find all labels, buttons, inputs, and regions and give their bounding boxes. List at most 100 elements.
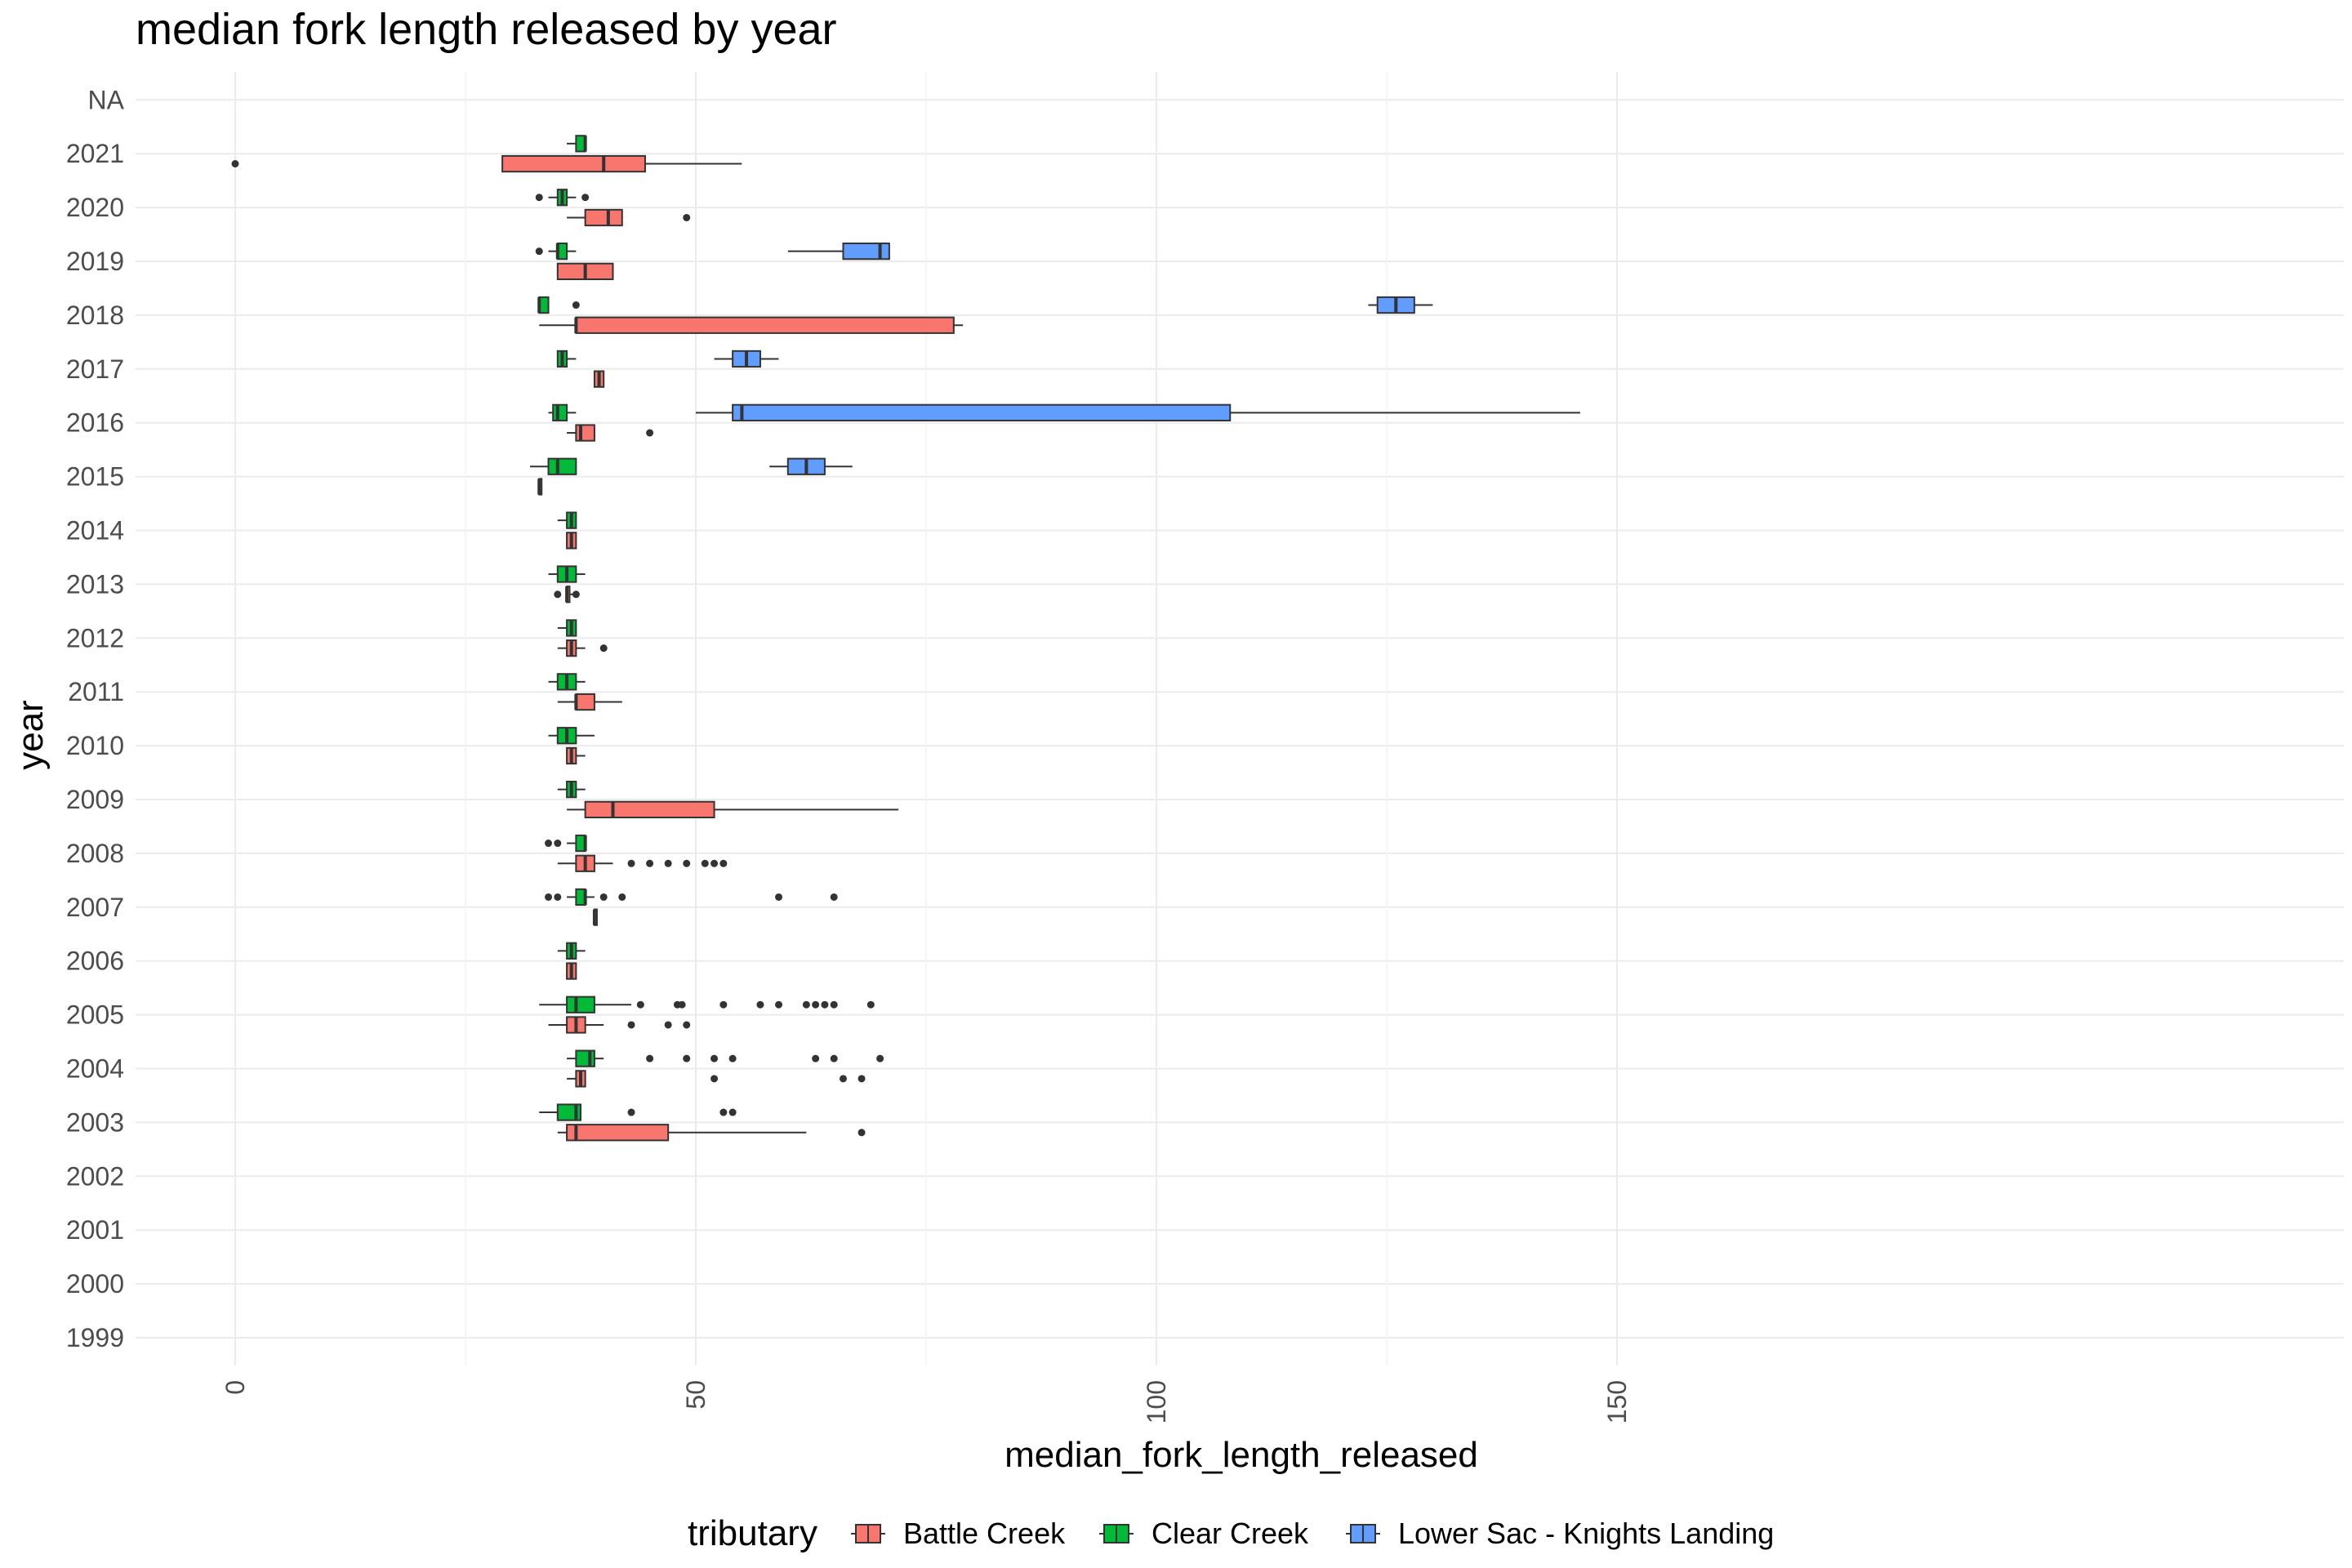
box-2018 [1368,296,1433,314]
outlier-point [627,859,635,867]
outlier-point [599,644,608,653]
box-2016 [696,403,1580,421]
outlier-point [775,893,783,901]
legend-title: tributary [688,1513,817,1553]
y-tick-label: 2013 [66,569,124,599]
box-2006 [566,962,577,980]
outlier-point [876,1054,884,1062]
box-2006 [557,942,586,960]
box-2007 [545,888,838,906]
x-axis-title: median_fork_length_released [1004,1435,1478,1475]
outlier-point [839,1075,847,1083]
box-2010 [566,746,586,765]
legend: tributary Battle Creek Clear Creek Lower S… [688,1513,1774,1553]
y-tick-label: 2014 [66,516,124,546]
box-iqr [566,1124,670,1142]
outlier-point [664,859,672,867]
box-iqr [842,243,890,261]
legend-label: Battle Creek [903,1517,1066,1550]
y-axis-title: year [11,700,51,770]
outlier-point [802,1000,810,1009]
outlier-point [535,247,543,256]
outlier-point [554,893,562,901]
box-2020 [567,208,691,227]
x-tick-label: 50 [681,1380,710,1410]
outlier-point [812,1000,820,1009]
box-2015 [529,457,577,475]
legend-entry: Clear Creek [1099,1517,1309,1550]
y-tick-label: NA [88,85,125,114]
y-tick-label: 2002 [66,1161,124,1191]
box-iqr [566,996,595,1013]
box-2015 [769,457,853,475]
box-iqr [584,800,715,818]
series-lower-sac-knights-landing [696,243,1580,475]
outlier-point [535,194,543,202]
box-2013 [554,586,580,604]
outlier-point [756,1000,764,1009]
box-iqr [575,1049,595,1067]
outlier-point [775,1000,783,1009]
y-tick-label: 2015 [66,462,124,492]
outlier-point [618,893,626,901]
outlier-point [866,1000,875,1009]
grid-lines [136,72,2344,1365]
box-2011 [557,693,622,711]
outlier-point [683,859,691,867]
y-tick-label: 2018 [66,301,124,330]
outlier-point [683,213,691,221]
box-2019 [535,243,577,261]
outlier-point [710,1075,719,1083]
outlier-point [678,1000,686,1009]
box-iqr [547,457,577,475]
legend-label: Clear Creek [1152,1517,1309,1550]
y-tick-label: 2016 [66,408,124,438]
legend-label: Lower Sac - Knights Landing [1398,1517,1774,1550]
box-2016 [548,403,577,421]
outlier-point [572,301,580,310]
outlier-point [231,160,239,168]
box-2011 [548,673,586,691]
outlier-point [719,859,728,867]
outlier-point [627,1021,635,1029]
outlier-point [554,840,562,848]
y-tick-label: 2019 [66,247,124,276]
outlier-point [683,1021,691,1029]
chart-title: median fork length released by year [136,5,837,54]
y-tick-label: 2004 [66,1054,124,1084]
y-tick-label: 2020 [66,193,124,222]
y-tick-label: 2008 [66,839,124,868]
y-tick-labels: 1999 2000 2001 2002 2003 2004 2005 2006 2007 2008… [66,85,125,1352]
outlier-point [581,194,590,202]
box-2003 [557,1124,866,1142]
outlier-point [719,1108,728,1116]
box-2021 [567,135,587,153]
outlier-point [545,840,553,848]
box-iqr [732,403,1232,421]
y-tick-label: 2006 [66,947,124,976]
box-2014 [557,511,577,529]
box-2017 [714,350,779,368]
box-2005 [548,1016,691,1034]
box-2012 [557,619,577,637]
outlier-point [830,893,838,901]
outlier-point [664,1021,672,1029]
x-tick-label: 0 [220,1380,250,1395]
outlier-point [710,1054,719,1062]
outlier-point [646,429,654,437]
outlier-point [719,1000,728,1009]
box-2016 [567,424,654,442]
box-2019 [556,262,614,280]
box-iqr [552,403,568,421]
box-2017 [593,370,605,388]
x-tick-labels: 0 50 100 150 [220,1380,1632,1423]
box-series [231,135,1580,1142]
box-iqr [501,154,646,173]
y-tick-label: 2000 [66,1269,124,1298]
legend-entry: Lower Sac - Knights Landing [1346,1517,1774,1550]
box-2019 [787,243,890,261]
box-2005 [539,996,875,1013]
legend-entry: Battle Creek [851,1517,1066,1550]
outlier-point [545,893,553,901]
